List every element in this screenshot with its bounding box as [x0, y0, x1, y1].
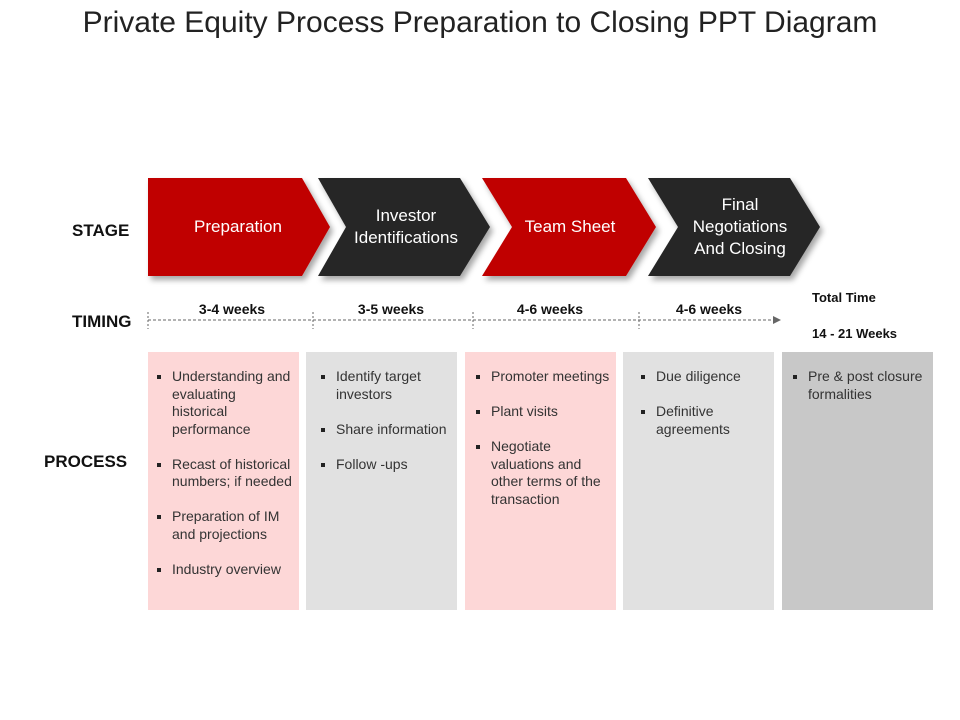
- stage-row-label: STAGE: [72, 221, 130, 240]
- process-box-2: Identify target investors Share informat…: [306, 352, 457, 610]
- process-item: Promoter meetings: [473, 368, 610, 386]
- process-box-3: Promoter meetings Plant visits Negotiate…: [465, 352, 616, 610]
- process-box-4: Due diligence Definitive agreements: [623, 352, 774, 610]
- total-time-label: Total Time: [812, 290, 876, 305]
- process-item: Preparation of IM and projections: [154, 508, 293, 543]
- stage-arrow-3: [482, 178, 656, 276]
- process-item: Identify target investors: [318, 368, 451, 403]
- stage-arrow-4: [648, 178, 820, 276]
- stage-label-preparation: Preparation: [194, 217, 282, 236]
- process-item: Due diligence: [638, 368, 768, 386]
- stage-arrow-1: [148, 178, 330, 276]
- process-item: Follow -ups: [318, 456, 451, 474]
- process-item: Plant visits: [473, 403, 610, 421]
- timing-label-2: 3-5 weeks: [357, 301, 425, 317]
- timing-row-label: TIMING: [72, 312, 132, 331]
- process-item: Definitive agreements: [638, 403, 768, 438]
- page-title: Private Equity Process Preparation to Cl…: [82, 6, 878, 39]
- stage-label-investor-identifications: Investor Identifications: [354, 206, 458, 247]
- stage-label-final-negotiations: Final Negotiations And Closing: [692, 195, 788, 258]
- process-item: Negotiate valuations and other terms of …: [473, 438, 610, 508]
- process-box-1: Understanding and evaluating historical …: [148, 352, 299, 610]
- process-item: Industry overview: [154, 561, 293, 579]
- process-row-label: PROCESS: [44, 452, 128, 471]
- stage-arrow-2: [318, 178, 490, 276]
- stage-label-team-sheet: Team Sheet: [524, 217, 616, 236]
- process-box-5: Pre & post closure formalities: [782, 352, 933, 610]
- process-item: Pre & post closure formalities: [790, 368, 927, 403]
- timing-label-3: 4-6 weeks: [516, 301, 584, 317]
- process-item: Share information: [318, 421, 451, 439]
- timing-label-1: 3-4 weeks: [198, 301, 266, 317]
- process-item: Recast of historical numbers; if needed: [154, 456, 293, 491]
- timing-label-4: 4-6 weeks: [675, 301, 743, 317]
- total-time-value: 14 - 21 Weeks: [812, 326, 898, 341]
- process-item: Understanding and evaluating historical …: [154, 368, 293, 438]
